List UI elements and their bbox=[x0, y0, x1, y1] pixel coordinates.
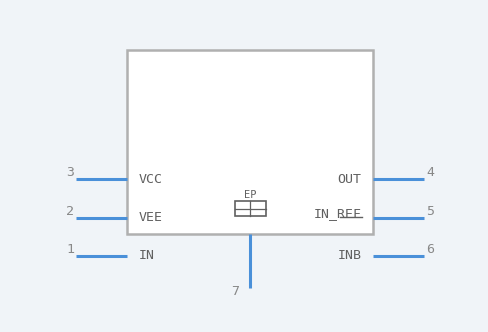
Text: 3: 3 bbox=[66, 166, 74, 179]
Bar bbox=[127, 50, 373, 234]
Text: 2: 2 bbox=[66, 205, 74, 217]
Bar bbox=[235, 202, 265, 216]
Text: VEE: VEE bbox=[139, 211, 163, 224]
Text: EP: EP bbox=[244, 190, 256, 200]
Text: 5: 5 bbox=[426, 205, 434, 217]
Text: 7: 7 bbox=[231, 285, 239, 298]
Text: OUT: OUT bbox=[338, 173, 362, 186]
Text: VCC: VCC bbox=[139, 173, 163, 186]
Text: INB: INB bbox=[338, 249, 362, 262]
Text: 6: 6 bbox=[426, 243, 434, 256]
Text: 1: 1 bbox=[66, 243, 74, 256]
Text: IN_REF: IN_REF bbox=[314, 207, 362, 220]
Text: 4: 4 bbox=[426, 166, 434, 179]
Text: IN: IN bbox=[139, 249, 155, 262]
